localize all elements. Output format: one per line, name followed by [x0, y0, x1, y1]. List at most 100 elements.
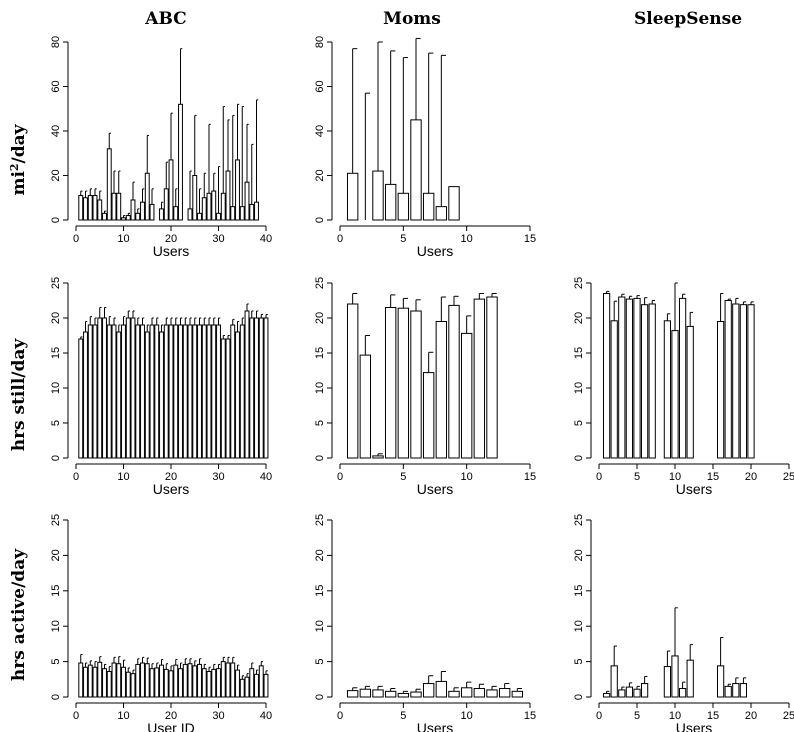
y-tick-label: 20 [314, 549, 326, 561]
bar [648, 303, 656, 459]
bar [192, 665, 198, 698]
bar [173, 664, 179, 698]
x-tick-label: 0 [337, 710, 343, 722]
panel-5: 0 5 10 15 20 25 0 5 10 15 20 25 Users [573, 277, 794, 497]
bar [130, 673, 136, 698]
bar [216, 212, 221, 221]
bar [610, 665, 618, 698]
panel-7: 0 5 10 15 20 25 0 5 10 15 Users [314, 514, 536, 732]
bar [168, 324, 174, 459]
bar [618, 296, 626, 459]
bar [97, 199, 103, 221]
y-tick-label: 20 [50, 169, 62, 181]
y-tick-label: 80 [50, 36, 62, 48]
y-tick-label: 10 [50, 620, 62, 632]
bar [359, 354, 372, 459]
bar [211, 668, 217, 698]
bar [686, 659, 694, 698]
bar [254, 317, 259, 459]
x-tick-label: 25 [783, 710, 794, 722]
y-tick-label: 25 [314, 277, 326, 289]
y-tick-label: 15 [573, 347, 585, 359]
y-tick-label: 15 [573, 585, 585, 597]
bar [116, 663, 122, 698]
bar [235, 331, 240, 459]
bar [230, 324, 236, 459]
x-tick-label: 0 [337, 233, 343, 245]
bar [602, 293, 611, 459]
bar [473, 688, 486, 698]
x-axis-label: Users [153, 243, 190, 259]
bar [625, 686, 634, 698]
y-tick-label: 10 [314, 620, 326, 632]
bar [187, 663, 193, 698]
bar [178, 668, 183, 698]
y-tick-label: 20 [314, 312, 326, 324]
bar [372, 455, 384, 459]
bar [372, 689, 384, 698]
x-tick-label: 20 [745, 471, 757, 483]
bar [671, 655, 679, 698]
bar [102, 317, 107, 459]
bar [422, 372, 435, 459]
bar [168, 159, 174, 221]
bar [149, 668, 155, 698]
bar [263, 317, 269, 459]
bar [235, 669, 240, 698]
x-tick-label: 25 [783, 471, 794, 483]
bar [397, 307, 410, 459]
bar [346, 690, 359, 698]
bar [121, 324, 126, 459]
x-tick-label: 0 [73, 710, 79, 722]
bar [125, 317, 131, 459]
bar [732, 303, 740, 459]
bar [206, 671, 212, 698]
bar [473, 298, 486, 459]
bar [249, 668, 255, 698]
panel-3: 0 5 10 15 20 25 0 10 20 30 40 Users [50, 277, 272, 497]
y-tick-label: 0 [573, 694, 585, 700]
y-tick-label: 10 [573, 620, 585, 632]
bar [106, 671, 112, 698]
bar [106, 148, 112, 221]
bar [618, 689, 626, 698]
x-tick-label: 5 [400, 471, 406, 483]
y-tick-label: 10 [50, 382, 62, 394]
bar [220, 661, 226, 698]
x-tick-label: 20 [165, 471, 177, 483]
x-tick-label: 30 [212, 471, 224, 483]
bar [239, 324, 245, 459]
x-tick-label: 30 [212, 710, 224, 722]
x-tick-label: 0 [73, 233, 79, 245]
y-tick-label: 5 [573, 420, 585, 426]
bar [211, 324, 217, 459]
bar [633, 688, 641, 698]
bar [87, 664, 93, 698]
x-axis-label: Users [417, 481, 454, 497]
y-tick-label: 5 [314, 420, 326, 426]
y-tick-label: 20 [314, 169, 326, 181]
bar [130, 199, 136, 221]
bar [135, 212, 141, 221]
bar [602, 692, 611, 698]
bar [422, 683, 435, 698]
x-tick-label: 15 [524, 233, 536, 245]
bar [435, 680, 448, 698]
x-tick-label: 10 [669, 471, 681, 483]
bar [201, 668, 207, 698]
bar [435, 321, 448, 459]
bar [116, 192, 122, 221]
x-tick-label: 40 [260, 233, 272, 245]
bar [178, 103, 183, 221]
bar [448, 304, 460, 459]
x-tick-label: 40 [260, 710, 272, 722]
y-tick-label: 25 [314, 514, 326, 526]
bar [220, 192, 226, 221]
x-tick-label: 0 [73, 471, 79, 483]
column-title-abc: ABC [144, 9, 186, 29]
x-tick-label: 15 [707, 471, 719, 483]
bar [78, 662, 84, 698]
bar [397, 692, 410, 698]
x-tick-label: 20 [165, 233, 177, 245]
